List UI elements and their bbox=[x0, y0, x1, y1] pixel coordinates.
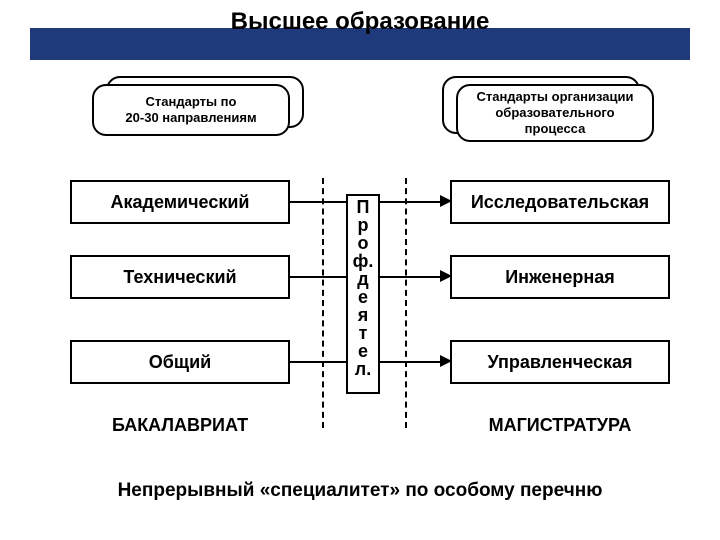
page-title: Высшее образование bbox=[0, 8, 720, 36]
center-label: П р о ф. д е я т е л. bbox=[353, 197, 374, 379]
std-left-card: Стандарты по 20-30 направлениям bbox=[92, 84, 290, 136]
left-box-2-label: Технический bbox=[123, 267, 236, 288]
right-box-3: Управленческая bbox=[450, 340, 670, 384]
right-box-2: Инженерная bbox=[450, 255, 670, 299]
conn-l3 bbox=[290, 361, 346, 363]
footer-text: Непрерывный «специалитет» по особому пер… bbox=[0, 480, 720, 502]
left-box-1: Академический bbox=[70, 180, 290, 224]
conn-r1 bbox=[380, 201, 442, 203]
left-section-label: БАКАЛАВРИАТ bbox=[70, 415, 290, 436]
left-box-3-label: Общий bbox=[149, 352, 211, 373]
left-box-2: Технический bbox=[70, 255, 290, 299]
center-box: П р о ф. д е я т е л. bbox=[346, 194, 380, 394]
left-box-3: Общий bbox=[70, 340, 290, 384]
right-box-1: Исследовательская bbox=[450, 180, 670, 224]
std-left-line1: Стандарты по bbox=[125, 94, 256, 110]
left-box-1-label: Академический bbox=[111, 192, 250, 213]
right-box-2-label: Инженерная bbox=[505, 267, 615, 288]
arrow-r2 bbox=[440, 270, 452, 282]
right-box-3-label: Управленческая bbox=[487, 352, 632, 373]
conn-l2 bbox=[290, 276, 346, 278]
arrow-r1 bbox=[440, 195, 452, 207]
arrow-r3 bbox=[440, 355, 452, 367]
guide-right bbox=[405, 178, 407, 428]
std-right-text: Стандарты организации образовательного п… bbox=[458, 86, 652, 140]
std-left-text: Стандарты по 20-30 направлениям bbox=[94, 86, 288, 134]
conn-r2 bbox=[380, 276, 442, 278]
std-left-line2: 20-30 направлениям bbox=[125, 110, 256, 126]
right-box-1-label: Исследовательская bbox=[471, 192, 649, 213]
guide-left bbox=[322, 178, 324, 428]
right-section-label: МАГИСТРАТУРА bbox=[450, 415, 670, 436]
std-right-card: Стандарты организации образовательного п… bbox=[456, 84, 654, 142]
conn-l1 bbox=[290, 201, 346, 203]
conn-r3 bbox=[380, 361, 442, 363]
